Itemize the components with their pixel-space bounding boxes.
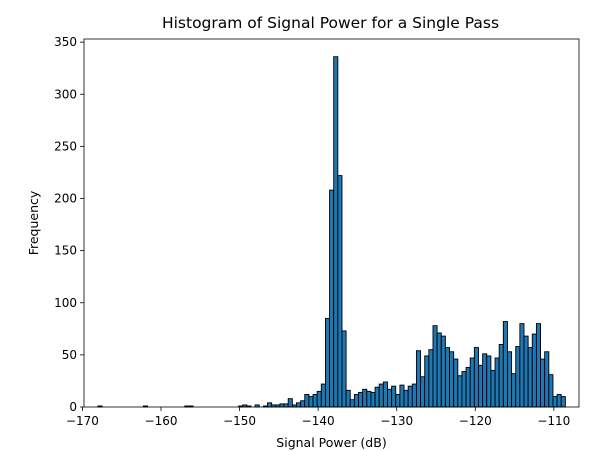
histogram-bar	[453, 358, 459, 408]
histogram-bar	[473, 347, 479, 408]
histogram-bar	[287, 398, 293, 408]
histogram-bar	[341, 330, 347, 408]
histogram-bar	[457, 375, 463, 408]
histogram-bar	[370, 391, 376, 408]
histogram-bar	[296, 402, 302, 408]
histogram-bar	[523, 335, 529, 408]
histogram-bar	[329, 189, 335, 408]
histogram-bar	[540, 358, 546, 408]
histogram-bar	[312, 394, 318, 408]
histogram-bar	[527, 347, 533, 408]
histogram-bar	[465, 366, 471, 408]
x-tick-label: −120	[459, 414, 492, 428]
y-axis-label: Frequency	[26, 190, 41, 255]
plot-frame	[83, 38, 580, 408]
histogram-bar	[507, 351, 513, 408]
histogram-bar	[535, 323, 541, 408]
x-tick-label: −160	[145, 414, 178, 428]
histogram-bar	[502, 321, 508, 408]
histogram-bar	[432, 325, 438, 408]
histogram-bar	[482, 353, 488, 408]
histogram-bar	[387, 388, 393, 408]
y-tick-label: 200	[54, 192, 77, 206]
histogram-bar	[415, 350, 422, 408]
histogram-bar	[548, 374, 554, 408]
histogram-bar	[498, 344, 504, 408]
histogram-bar	[366, 390, 372, 408]
histogram-bar	[304, 394, 310, 408]
histogram-bar	[337, 175, 343, 408]
histogram-bar	[345, 389, 351, 408]
x-tick-label: −140	[302, 414, 335, 428]
histogram-bar	[544, 351, 550, 408]
histogram-bar	[519, 323, 525, 408]
y-tick-label: 250	[54, 139, 77, 153]
histogram-bar	[511, 373, 517, 408]
y-tick-label: 0	[69, 400, 77, 414]
histogram-bar	[478, 364, 484, 408]
histogram-bar	[560, 396, 566, 408]
x-tick-label: −170	[66, 414, 99, 428]
histogram-bar	[486, 355, 492, 408]
histogram-bar	[267, 402, 273, 408]
histogram-bar	[552, 396, 558, 408]
histogram-bar	[556, 394, 562, 408]
y-axis: 0 50 100 150 200 250 300 350	[54, 35, 84, 414]
y-tick-label: 350	[54, 35, 77, 49]
histogram-bar	[469, 357, 475, 408]
histogram-bar	[436, 332, 442, 408]
histogram-bar	[378, 383, 384, 408]
histogram-bar	[407, 385, 413, 408]
histogram-bar	[316, 390, 322, 408]
histogram-bar	[382, 381, 388, 408]
x-tick-label: −110	[537, 414, 570, 428]
histogram-bar	[300, 400, 306, 408]
histogram-bar	[403, 389, 409, 408]
chart-title: Histogram of Signal Power for a Single P…	[162, 14, 499, 32]
histogram-bar	[395, 394, 401, 408]
histogram-bar	[494, 357, 500, 408]
x-tick-label: −130	[380, 414, 413, 428]
histogram-bar	[333, 56, 339, 408]
histogram-bar	[420, 376, 426, 408]
histogram-bar	[424, 355, 430, 408]
histogram-bar	[391, 385, 397, 408]
histogram-bar	[308, 396, 314, 408]
histogram-bar	[515, 346, 521, 408]
histogram-bar	[374, 386, 380, 408]
y-tick-label: 300	[54, 87, 77, 101]
histogram-bar	[324, 317, 331, 408]
histogram-bar	[320, 383, 326, 408]
y-tick-label: 50	[62, 348, 77, 362]
histogram-bar	[353, 394, 359, 408]
x-axis: −170 −160 −150 −140 −130 −120 −110	[66, 407, 570, 428]
histogram-bar	[279, 403, 285, 408]
histogram-bar	[362, 388, 368, 408]
histogram-bar	[531, 333, 537, 408]
histogram-bar	[358, 391, 364, 408]
x-tick-label: −150	[223, 414, 256, 428]
histogram-bar	[440, 335, 446, 408]
x-axis-label: Signal Power (dB)	[276, 435, 386, 450]
histogram-bar	[283, 403, 289, 408]
histogram-bar	[428, 349, 434, 408]
histogram-bar	[461, 371, 467, 408]
bars	[97, 56, 566, 408]
y-tick-label: 100	[54, 296, 77, 310]
histogram-bar	[444, 347, 450, 408]
histogram-bar	[349, 399, 355, 408]
histogram-bar	[399, 384, 405, 408]
histogram-bar	[490, 370, 496, 408]
histogram-bar	[411, 383, 417, 408]
histogram-bar	[449, 351, 455, 408]
y-tick-label: 150	[54, 244, 77, 258]
